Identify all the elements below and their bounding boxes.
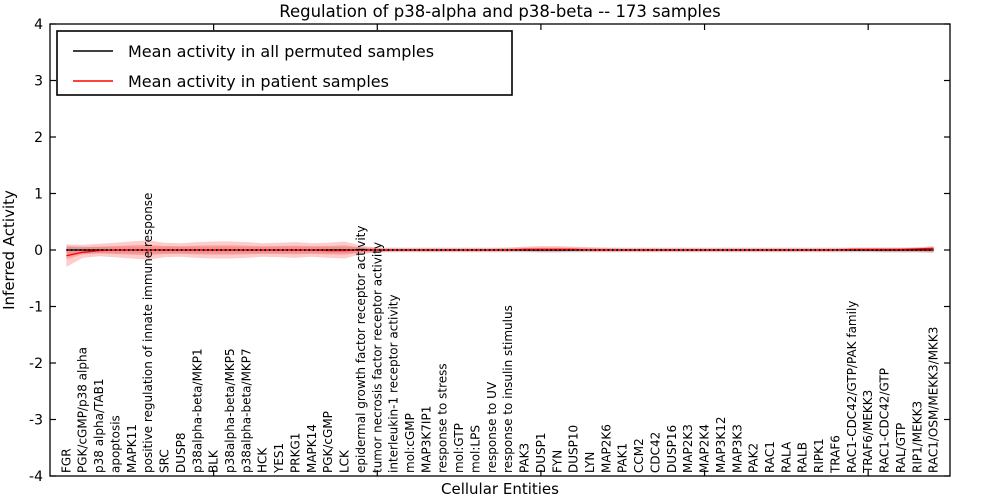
x-category-label: TRAF6/MEKK3 bbox=[861, 390, 875, 474]
x-category-label: response to stress bbox=[436, 363, 450, 473]
y-axis-label: Inferred Activity bbox=[0, 190, 18, 310]
x-category-label: mol:cGMP bbox=[403, 413, 417, 473]
y-tick-label: 2 bbox=[34, 130, 43, 146]
x-category-label: BLK bbox=[207, 449, 221, 473]
x-category-label: RAL/GTP bbox=[894, 423, 908, 473]
x-category-label: PRKG1 bbox=[288, 433, 302, 473]
y-tick-label: 4 bbox=[34, 17, 43, 33]
y-tick-label: -2 bbox=[29, 356, 43, 372]
y-tick-label: -4 bbox=[29, 469, 43, 485]
x-category-label: epidermal growth factor receptor activit… bbox=[354, 226, 368, 473]
x-category-label: p38 alpha/TAB1 bbox=[92, 379, 106, 473]
chart-title: Regulation of p38-alpha and p38-beta -- … bbox=[279, 2, 721, 21]
x-category-label: mol:LPS bbox=[468, 425, 482, 473]
x-category-label: apoptosis bbox=[108, 415, 122, 473]
x-category-label: CCM2 bbox=[632, 438, 646, 473]
x-category-label: MAP3K12 bbox=[714, 416, 728, 473]
x-category-label: PAK3 bbox=[518, 443, 532, 473]
x-category-label: response to insulin stimulus bbox=[501, 305, 515, 473]
x-category-label: DUSP8 bbox=[174, 432, 188, 473]
patient-spread-band-outer bbox=[66, 240, 934, 267]
x-category-label: FGR bbox=[59, 448, 73, 473]
patient-spread-band-inner bbox=[66, 244, 934, 260]
legend-box bbox=[56, 30, 513, 96]
x-category-label: PGK/cGMP bbox=[321, 411, 335, 473]
x-category-label: PGK/cGMP/p38 alpha bbox=[76, 347, 90, 473]
x-category-label: DUSP16 bbox=[665, 425, 679, 473]
x-category-label: tumor necrosis factor receptor activity bbox=[370, 242, 384, 473]
x-category-label: MAPK11 bbox=[125, 424, 139, 473]
x-category-label: SRC bbox=[158, 449, 172, 473]
x-category-label: MAP2K4 bbox=[698, 424, 712, 473]
x-category-label: DUSP10 bbox=[567, 425, 581, 473]
x-category-label: MAP2K3 bbox=[681, 424, 695, 473]
x-category-label: LYN bbox=[583, 452, 597, 473]
x-category-label: LCK bbox=[338, 449, 352, 473]
x-category-label: p38alpha-beta/MKP5 bbox=[223, 348, 237, 473]
x-category-label: RAC1-CDC42/GTP bbox=[878, 368, 892, 473]
x-category-label: interleukin-1 receptor activity bbox=[387, 294, 401, 473]
x-category-label: p38alpha-beta/MKP1 bbox=[190, 348, 204, 473]
legend-label: Mean activity in patient samples bbox=[128, 72, 389, 91]
x-category-label: RAC1/OSM/MEKK3/MKK3 bbox=[927, 327, 941, 473]
x-category-label: RIP1/MEKK3 bbox=[910, 401, 924, 473]
y-tick-label: -3 bbox=[29, 413, 43, 429]
y-tick-label: 0 bbox=[34, 243, 43, 259]
x-axis-label: Cellular Entities bbox=[441, 480, 559, 498]
x-category-label: p38alpha-beta/MKP7 bbox=[239, 348, 253, 473]
x-category-label: RIPK1 bbox=[812, 438, 826, 473]
legend-label: Mean activity in all permuted samples bbox=[128, 42, 434, 61]
y-tick-label: 3 bbox=[34, 74, 43, 90]
x-category-label: YES1 bbox=[272, 443, 286, 474]
x-category-label: MAP3K7IP1 bbox=[419, 406, 433, 473]
x-category-label: RALB bbox=[796, 442, 810, 473]
y-tick-label: 1 bbox=[34, 187, 43, 203]
x-category-label: MAP3K3 bbox=[730, 424, 744, 473]
x-category-label: HCK bbox=[256, 447, 270, 473]
y-tick-label: -1 bbox=[29, 300, 43, 316]
x-category-label: TRAF6 bbox=[828, 435, 842, 474]
x-category-label: MAP2K6 bbox=[599, 424, 613, 473]
x-category-label: RALA bbox=[779, 441, 793, 473]
x-category-label: positive regulation of innate immune res… bbox=[141, 193, 155, 473]
x-category-label: RAC1-CDC42/GTP/PAK family bbox=[845, 301, 859, 473]
x-category-label: MAPK14 bbox=[305, 424, 319, 473]
x-category-label: PAK2 bbox=[747, 443, 761, 473]
x-category-label: RAC1 bbox=[763, 441, 777, 473]
x-category-label: DUSP1 bbox=[534, 432, 548, 473]
x-category-label: PAK1 bbox=[616, 443, 630, 473]
x-category-label: mol:GTP bbox=[452, 423, 466, 473]
x-category-label: CDC42 bbox=[648, 432, 662, 473]
x-category-label: FYN bbox=[550, 450, 564, 473]
x-category-label: response to UV bbox=[485, 381, 499, 473]
